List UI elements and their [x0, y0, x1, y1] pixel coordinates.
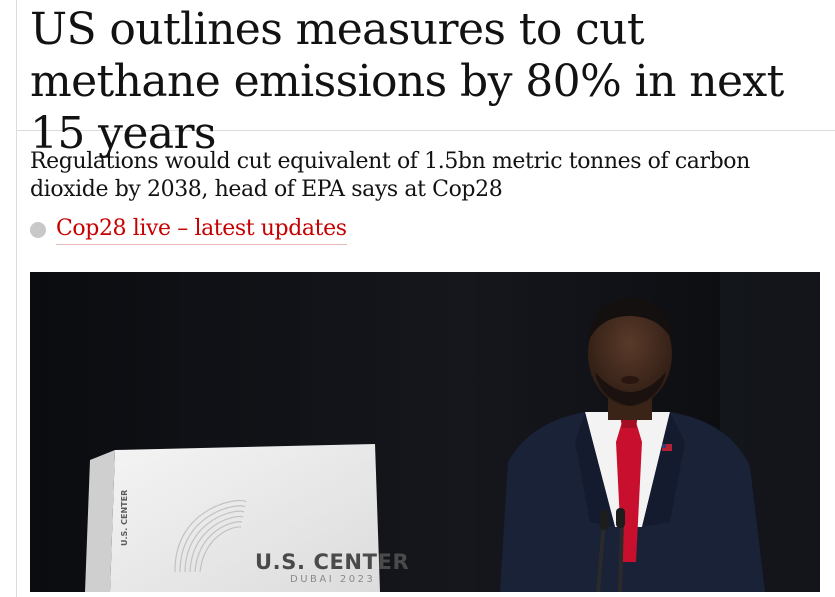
- article-headline: US outlines measures to cut methane emis…: [30, 4, 784, 159]
- podium-sublabel: DUBAI 2023: [290, 574, 376, 585]
- photo-illustration: [30, 272, 820, 592]
- left-column-rule: [16, 0, 17, 597]
- article-main-image[interactable]: U.S. CENTER U.S. CENTER DUBAI 2023: [30, 272, 820, 592]
- podium-label: U.S. CENTER: [255, 550, 410, 574]
- podium-side-label: U.S. CENTER: [120, 489, 129, 546]
- live-dot-icon: [30, 221, 46, 238]
- headline-divider: [16, 130, 835, 131]
- live-updates-link[interactable]: Cop28 live – latest updates: [30, 214, 347, 245]
- live-updates-label: Cop28 live – latest updates: [56, 214, 347, 245]
- article-standfirst: Regulations would cut equivalent of 1.5b…: [30, 149, 750, 202]
